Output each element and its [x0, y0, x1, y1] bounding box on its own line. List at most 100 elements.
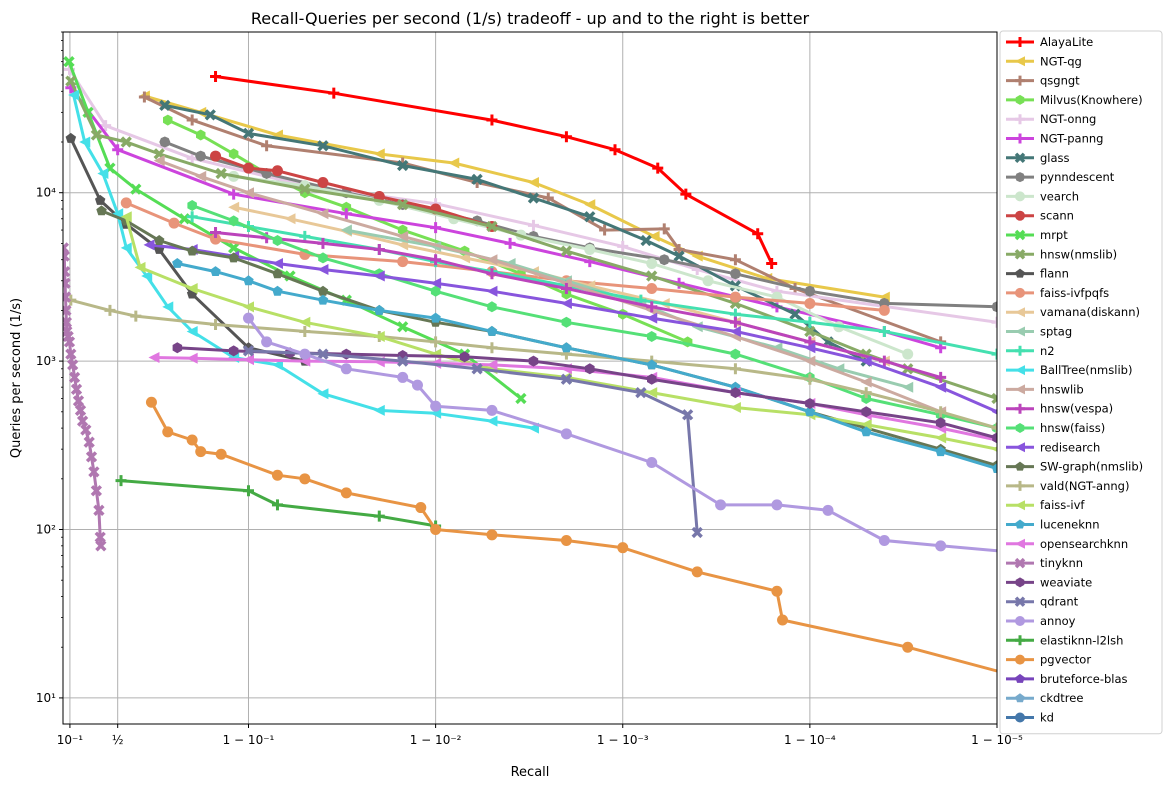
- data-point: [397, 321, 409, 333]
- data-point: [228, 345, 239, 357]
- data-point: [261, 140, 273, 152]
- legend-label: pgvector: [1040, 653, 1091, 667]
- data-point: [172, 342, 183, 354]
- data-point: [373, 510, 385, 522]
- legend-item: luceneknn: [1006, 518, 1099, 532]
- data-point: [228, 242, 240, 254]
- plot-series: [63, 56, 997, 673]
- data-point: [159, 136, 171, 148]
- data-point: [471, 173, 483, 186]
- data-point: [822, 504, 834, 516]
- data-point: [204, 109, 216, 121]
- data-point: [415, 502, 427, 514]
- data-point: [148, 352, 160, 364]
- data-point: [72, 395, 85, 407]
- x-axis-label: Recall: [511, 765, 550, 780]
- data-point: [804, 355, 816, 367]
- data-point: [486, 415, 498, 427]
- data-point: [804, 373, 816, 385]
- data-point: [374, 304, 385, 315]
- data-point: [902, 348, 914, 360]
- data-point: [120, 136, 132, 148]
- data-point: [560, 297, 572, 309]
- series-line: [158, 159, 942, 414]
- legend-marker: [1015, 287, 1025, 298]
- legend-marker: [1015, 538, 1025, 549]
- data-point: [752, 228, 764, 240]
- data-point: [729, 254, 741, 266]
- data-point: [120, 242, 132, 254]
- data-point: [730, 387, 741, 399]
- data-point: [860, 355, 872, 367]
- data-point: [617, 240, 629, 252]
- legend-item: faiss-ivfpqfs: [1006, 286, 1109, 300]
- legend-marker: [1015, 480, 1025, 491]
- data-point: [777, 614, 789, 626]
- legend-label: pynndescent: [1040, 170, 1115, 184]
- data-point: [878, 325, 890, 337]
- data-point: [271, 499, 283, 511]
- data-point: [242, 162, 254, 174]
- data-point: [186, 282, 198, 294]
- legend-item: redisearch: [1006, 440, 1100, 454]
- data-point: [702, 275, 714, 287]
- data-point: [138, 91, 150, 103]
- legend-label: bruteforce-blas: [1040, 672, 1128, 686]
- legend-item: vamana(diskann): [1006, 305, 1140, 319]
- legend-item: kd: [1006, 711, 1054, 725]
- legend-marker: [1015, 635, 1025, 646]
- legend-marker: [1015, 210, 1025, 221]
- legend-label: mrpt: [1040, 228, 1068, 242]
- legend-item: pgvector: [1006, 653, 1091, 667]
- legend-item: weaviate: [1006, 575, 1092, 589]
- series-balltree-nmslib: [68, 89, 539, 434]
- legend-label: qsgngt: [1040, 74, 1080, 88]
- data-point: [195, 150, 207, 162]
- data-point: [486, 529, 498, 541]
- legend-label: BallTree(nmslib): [1040, 363, 1132, 377]
- data-point: [299, 325, 311, 337]
- data-point: [112, 208, 124, 220]
- legend-marker: [1015, 616, 1025, 626]
- legend-label: hnsw(nmslib): [1040, 247, 1117, 261]
- data-point: [658, 223, 670, 235]
- data-point: [804, 316, 816, 328]
- legend-marker: [1015, 114, 1025, 125]
- legend-item: scann: [1006, 209, 1074, 223]
- series-line: [153, 356, 997, 442]
- data-point: [112, 144, 124, 156]
- legend-label: n2: [1040, 344, 1055, 358]
- data-point: [397, 371, 409, 383]
- legend-item: glass: [1006, 151, 1070, 165]
- data-point: [63, 250, 70, 262]
- legend-item: ckdtree: [1006, 691, 1083, 705]
- data-point: [411, 379, 423, 391]
- data-point: [991, 422, 997, 434]
- legend-marker: [1015, 268, 1025, 278]
- data-point: [647, 331, 657, 342]
- data-point: [317, 263, 329, 275]
- data-point: [804, 297, 816, 309]
- legend-marker: [1015, 423, 1025, 433]
- data-point: [145, 396, 157, 408]
- legend-marker: [1014, 596, 1026, 607]
- data-point: [878, 535, 890, 547]
- data-point: [94, 531, 106, 543]
- data-point: [599, 224, 611, 236]
- data-point: [646, 270, 658, 282]
- legend-item: mrpt: [1006, 228, 1068, 242]
- data-point: [648, 230, 660, 242]
- data-point: [729, 316, 741, 328]
- data-point: [729, 363, 741, 375]
- series-line: [68, 68, 997, 324]
- data-point: [228, 148, 239, 160]
- data-point: [97, 168, 109, 180]
- data-point: [186, 152, 198, 164]
- data-point: [860, 387, 872, 399]
- data-point: [210, 227, 222, 239]
- data-point: [561, 288, 572, 300]
- legend-label: hnswlib: [1040, 382, 1084, 396]
- data-point: [317, 140, 329, 152]
- data-point: [691, 566, 703, 578]
- data-point: [242, 127, 255, 140]
